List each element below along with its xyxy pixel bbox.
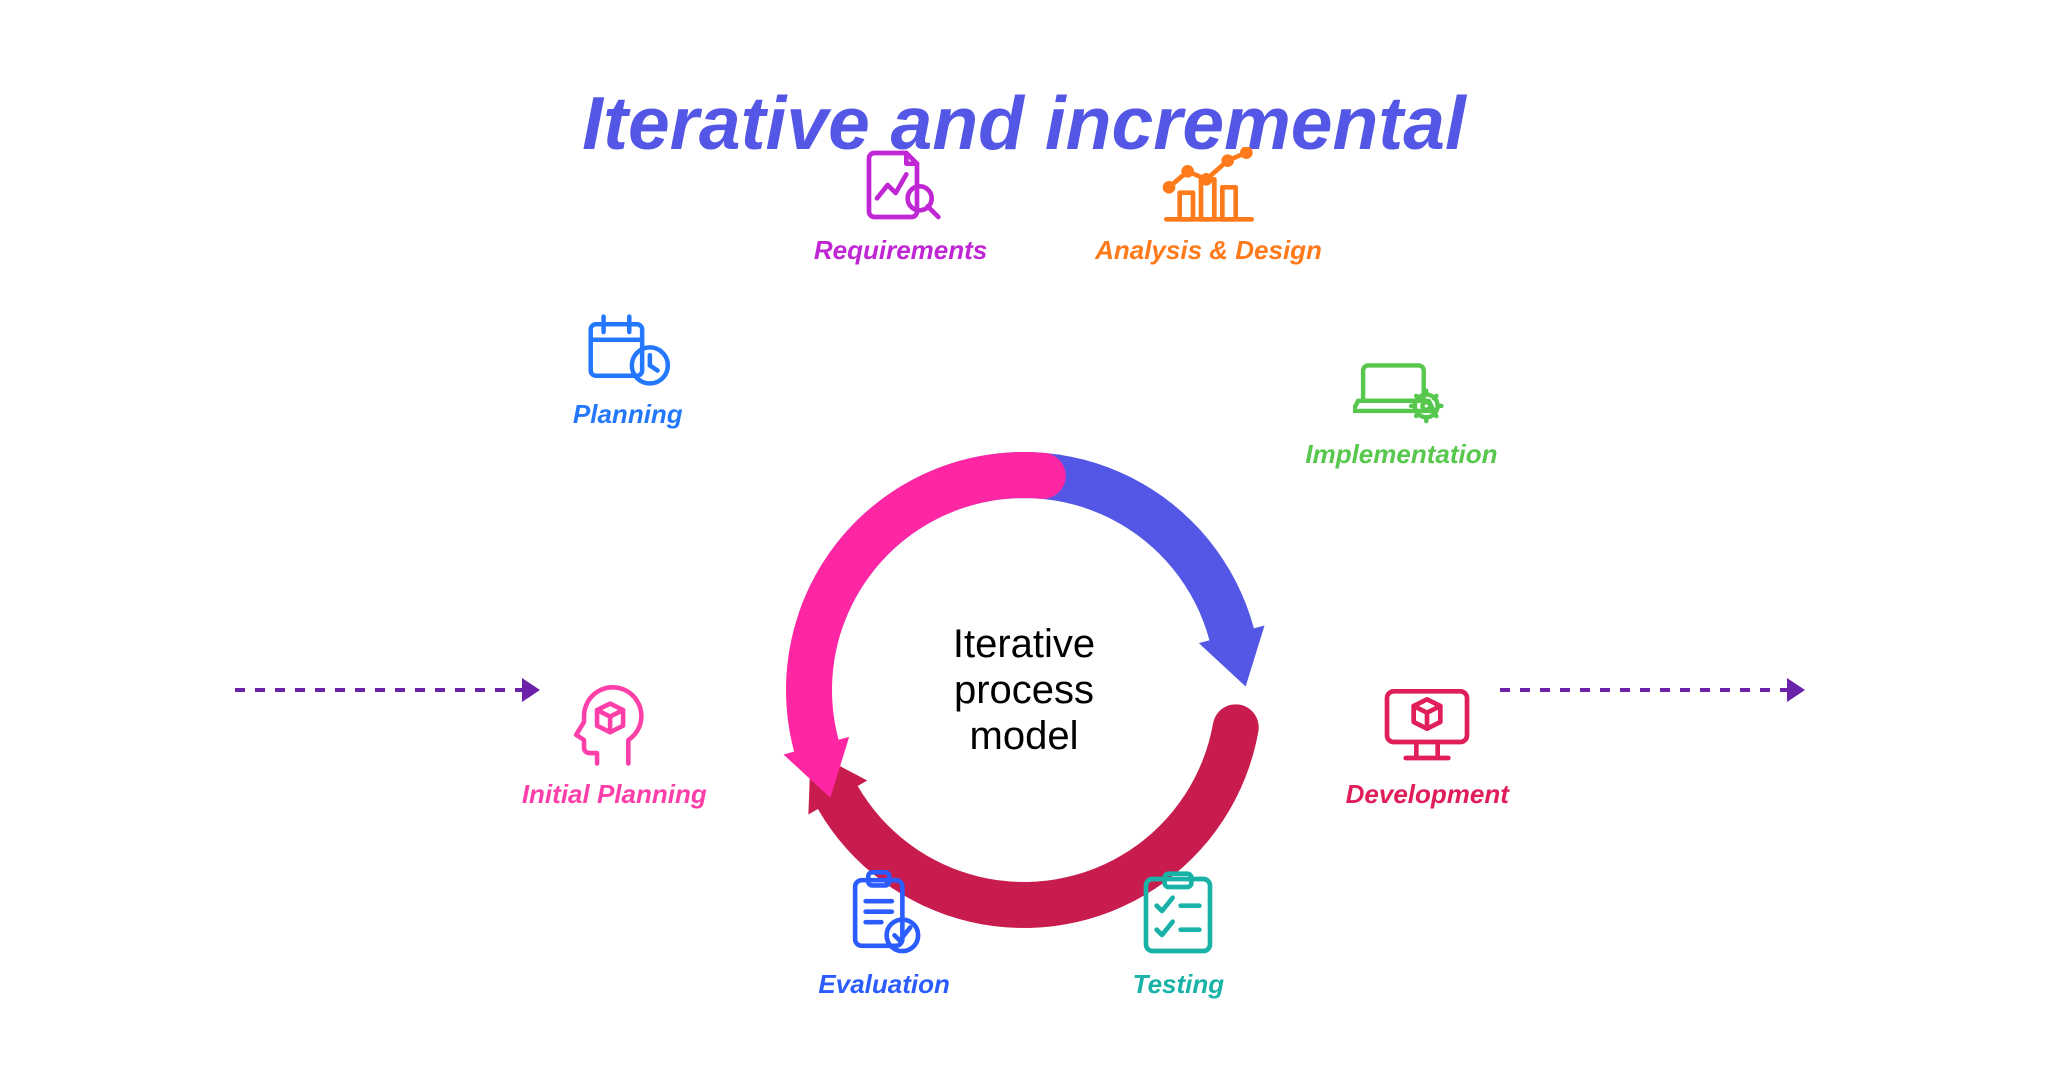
node-implementation-label: Implementation [1305,439,1497,470]
node-planning-label: Planning [573,399,683,430]
flow-arrow-out-arrowhead [1787,678,1805,702]
node-planning: Planning [573,311,683,430]
node-evaluation: Evaluation [818,867,949,1000]
node-development-label: Development [1346,779,1509,810]
node-testing: Testing [1133,871,1224,1000]
node-testing-label: Testing [1133,969,1224,1000]
node-implementation: Implementation [1305,355,1497,470]
node-evaluation-label: Evaluation [818,969,949,1000]
node-analysis_design: Analysis & Design [1095,147,1322,266]
node-initial_planning-label: Initial Planning [522,779,707,810]
laptop-gear-icon [1353,355,1449,429]
node-initial_planning: Initial Planning [522,685,707,810]
cycle-svg [0,0,2048,1077]
doc-search-icon [858,145,944,225]
node-development: Development [1346,683,1509,810]
monitor-box-icon [1379,683,1475,769]
head-box-icon [571,685,657,769]
calendar-clock-icon [583,311,673,389]
node-requirements-label: Requirements [814,235,987,266]
checklist-icon [1138,871,1218,959]
center-label: Iterativeprocessmodel [894,621,1154,759]
clipboard-check-icon [842,867,926,959]
chart-growth-icon [1161,147,1257,225]
diagram-canvas: { "type": "infographic", "canvas": { "wi… [0,0,2048,1077]
node-analysis_design-label: Analysis & Design [1095,235,1322,266]
node-requirements: Requirements [814,145,987,266]
